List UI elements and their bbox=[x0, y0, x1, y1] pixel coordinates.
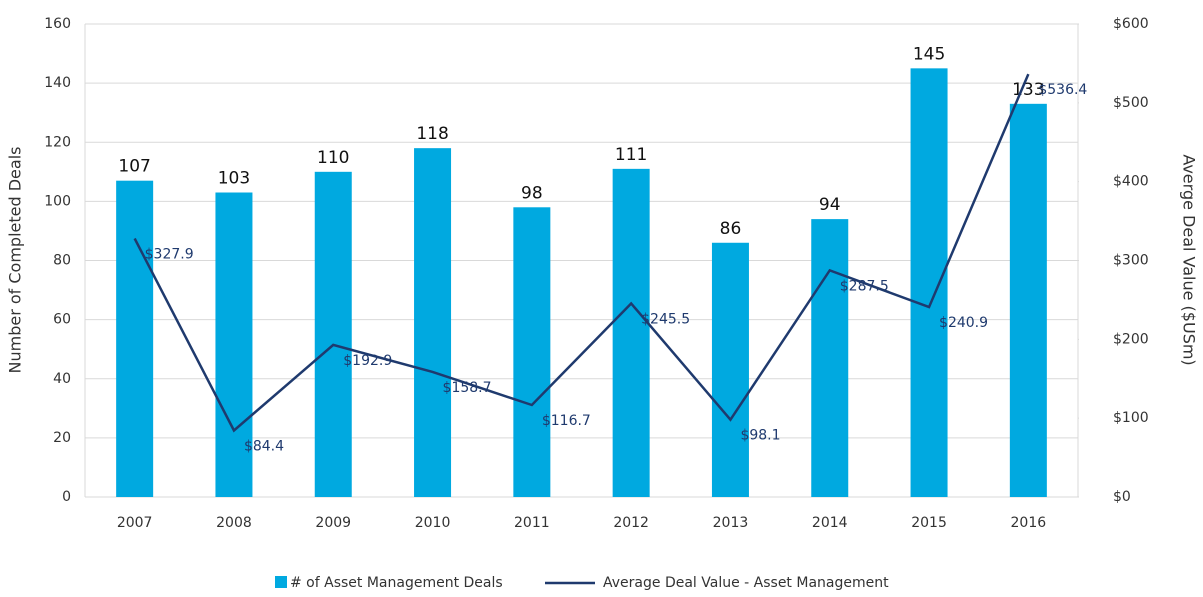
line-value-label: $158.7 bbox=[443, 380, 492, 396]
y-tick-label: 160 bbox=[44, 16, 71, 32]
y-axis-title: Number of Completed Deals bbox=[6, 147, 25, 374]
line-value-label: $245.5 bbox=[641, 311, 690, 327]
y-tick-label: 20 bbox=[53, 430, 71, 446]
bar-value-label: 103 bbox=[218, 169, 250, 189]
y-tick-label: 140 bbox=[44, 75, 71, 91]
legend-label: # of Asset Management Deals bbox=[290, 575, 503, 591]
bar-value-label: 111 bbox=[615, 145, 647, 165]
x-tick-label: 2010 bbox=[415, 515, 451, 531]
x-tick-label: 2009 bbox=[315, 515, 351, 531]
x-tick-label: 2013 bbox=[713, 515, 749, 531]
x-tick-label: 2008 bbox=[216, 515, 252, 531]
line-value-label: $98.1 bbox=[740, 428, 780, 444]
line-value-label: $116.7 bbox=[542, 413, 591, 429]
line-value-label: $240.9 bbox=[939, 315, 988, 331]
bar-value-label: 86 bbox=[720, 219, 742, 239]
bar bbox=[116, 180, 154, 497]
legend-swatch bbox=[275, 576, 287, 588]
bar bbox=[414, 148, 452, 497]
bar bbox=[910, 68, 948, 497]
y-tick-label: 40 bbox=[53, 371, 71, 387]
bar-value-label: 145 bbox=[913, 44, 945, 64]
y-tick-label: 60 bbox=[53, 312, 71, 328]
y2-tick-label: $0 bbox=[1113, 489, 1131, 505]
line-value-label: $536.4 bbox=[1038, 82, 1087, 98]
x-tick-label: 2015 bbox=[911, 515, 947, 531]
legend-label: Average Deal Value - Asset Management bbox=[603, 575, 889, 591]
line bbox=[133, 73, 1030, 433]
bar bbox=[513, 207, 551, 497]
y2-tick-label: $300 bbox=[1113, 253, 1149, 269]
y2-tick-label: $200 bbox=[1113, 331, 1149, 347]
line-value-label: $327.9 bbox=[145, 247, 194, 263]
y-tick-label: 0 bbox=[62, 489, 71, 505]
bar bbox=[612, 168, 650, 497]
y2-tick-label: $500 bbox=[1113, 95, 1149, 111]
y2-tick-label: $600 bbox=[1113, 16, 1149, 32]
y2-axis-title: Averge Deal Value ($USm) bbox=[1180, 154, 1199, 365]
y2-tick-label: $400 bbox=[1113, 174, 1149, 190]
bar bbox=[811, 219, 849, 498]
bar-value-label: 110 bbox=[317, 148, 349, 168]
line-value-label: $192.9 bbox=[343, 353, 392, 369]
x-tick-label: 2012 bbox=[613, 515, 649, 531]
x-tick-label: 2007 bbox=[117, 515, 153, 531]
bar bbox=[215, 192, 253, 497]
y-tick-label: 120 bbox=[44, 134, 71, 150]
bar bbox=[314, 171, 352, 497]
bar bbox=[1009, 103, 1047, 497]
x-tick-label: 2011 bbox=[514, 515, 550, 531]
line-value-label: $84.4 bbox=[244, 438, 284, 454]
bar-value-label: 118 bbox=[416, 124, 448, 144]
y-tick-label: 80 bbox=[53, 253, 71, 269]
y-tick-label: 100 bbox=[44, 193, 71, 209]
bar-value-label: 107 bbox=[118, 157, 150, 177]
x-tick-label: 2016 bbox=[1011, 515, 1047, 531]
x-tick-label: 2014 bbox=[812, 515, 848, 531]
bar-value-label: 98 bbox=[521, 183, 543, 203]
bar bbox=[711, 242, 749, 497]
y2-tick-label: $100 bbox=[1113, 410, 1149, 426]
bar-value-label: 94 bbox=[819, 195, 841, 215]
line-value-label: $287.5 bbox=[840, 278, 889, 294]
